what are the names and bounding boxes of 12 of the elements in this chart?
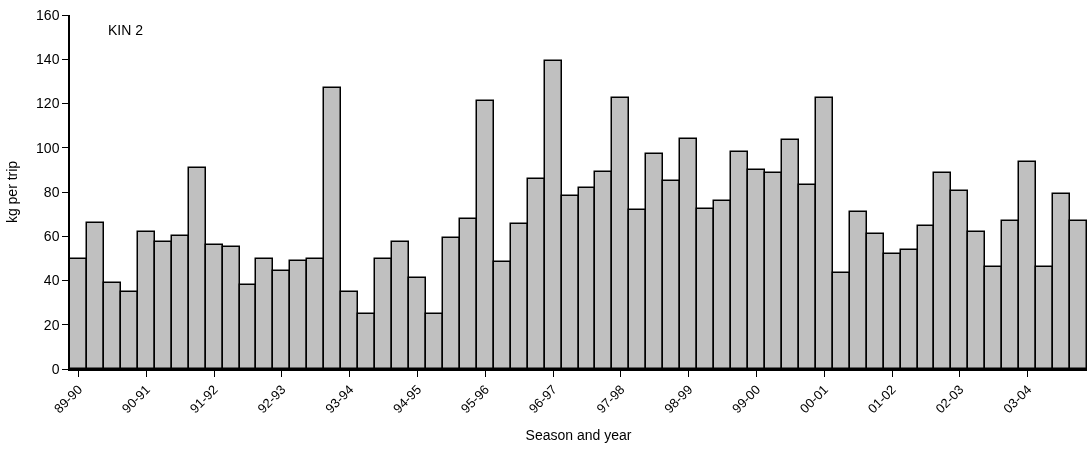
y-tick-label: 140 [36,51,60,68]
x-axis-title: Season and year [525,426,632,443]
y-tick-label: 0 [51,360,60,377]
y-tick-label: 120 [36,95,60,112]
y-tick-label: 100 [36,139,60,156]
y-tick-label: 60 [43,228,60,245]
y-tick-label: 80 [43,183,60,200]
y-tick-label: 20 [43,316,60,333]
y-axis-title: kg per trip [4,160,21,224]
y-tick-label: 160 [36,6,60,23]
annotation: KIN 2 [108,22,144,38]
y-tick-label: 40 [43,272,60,289]
